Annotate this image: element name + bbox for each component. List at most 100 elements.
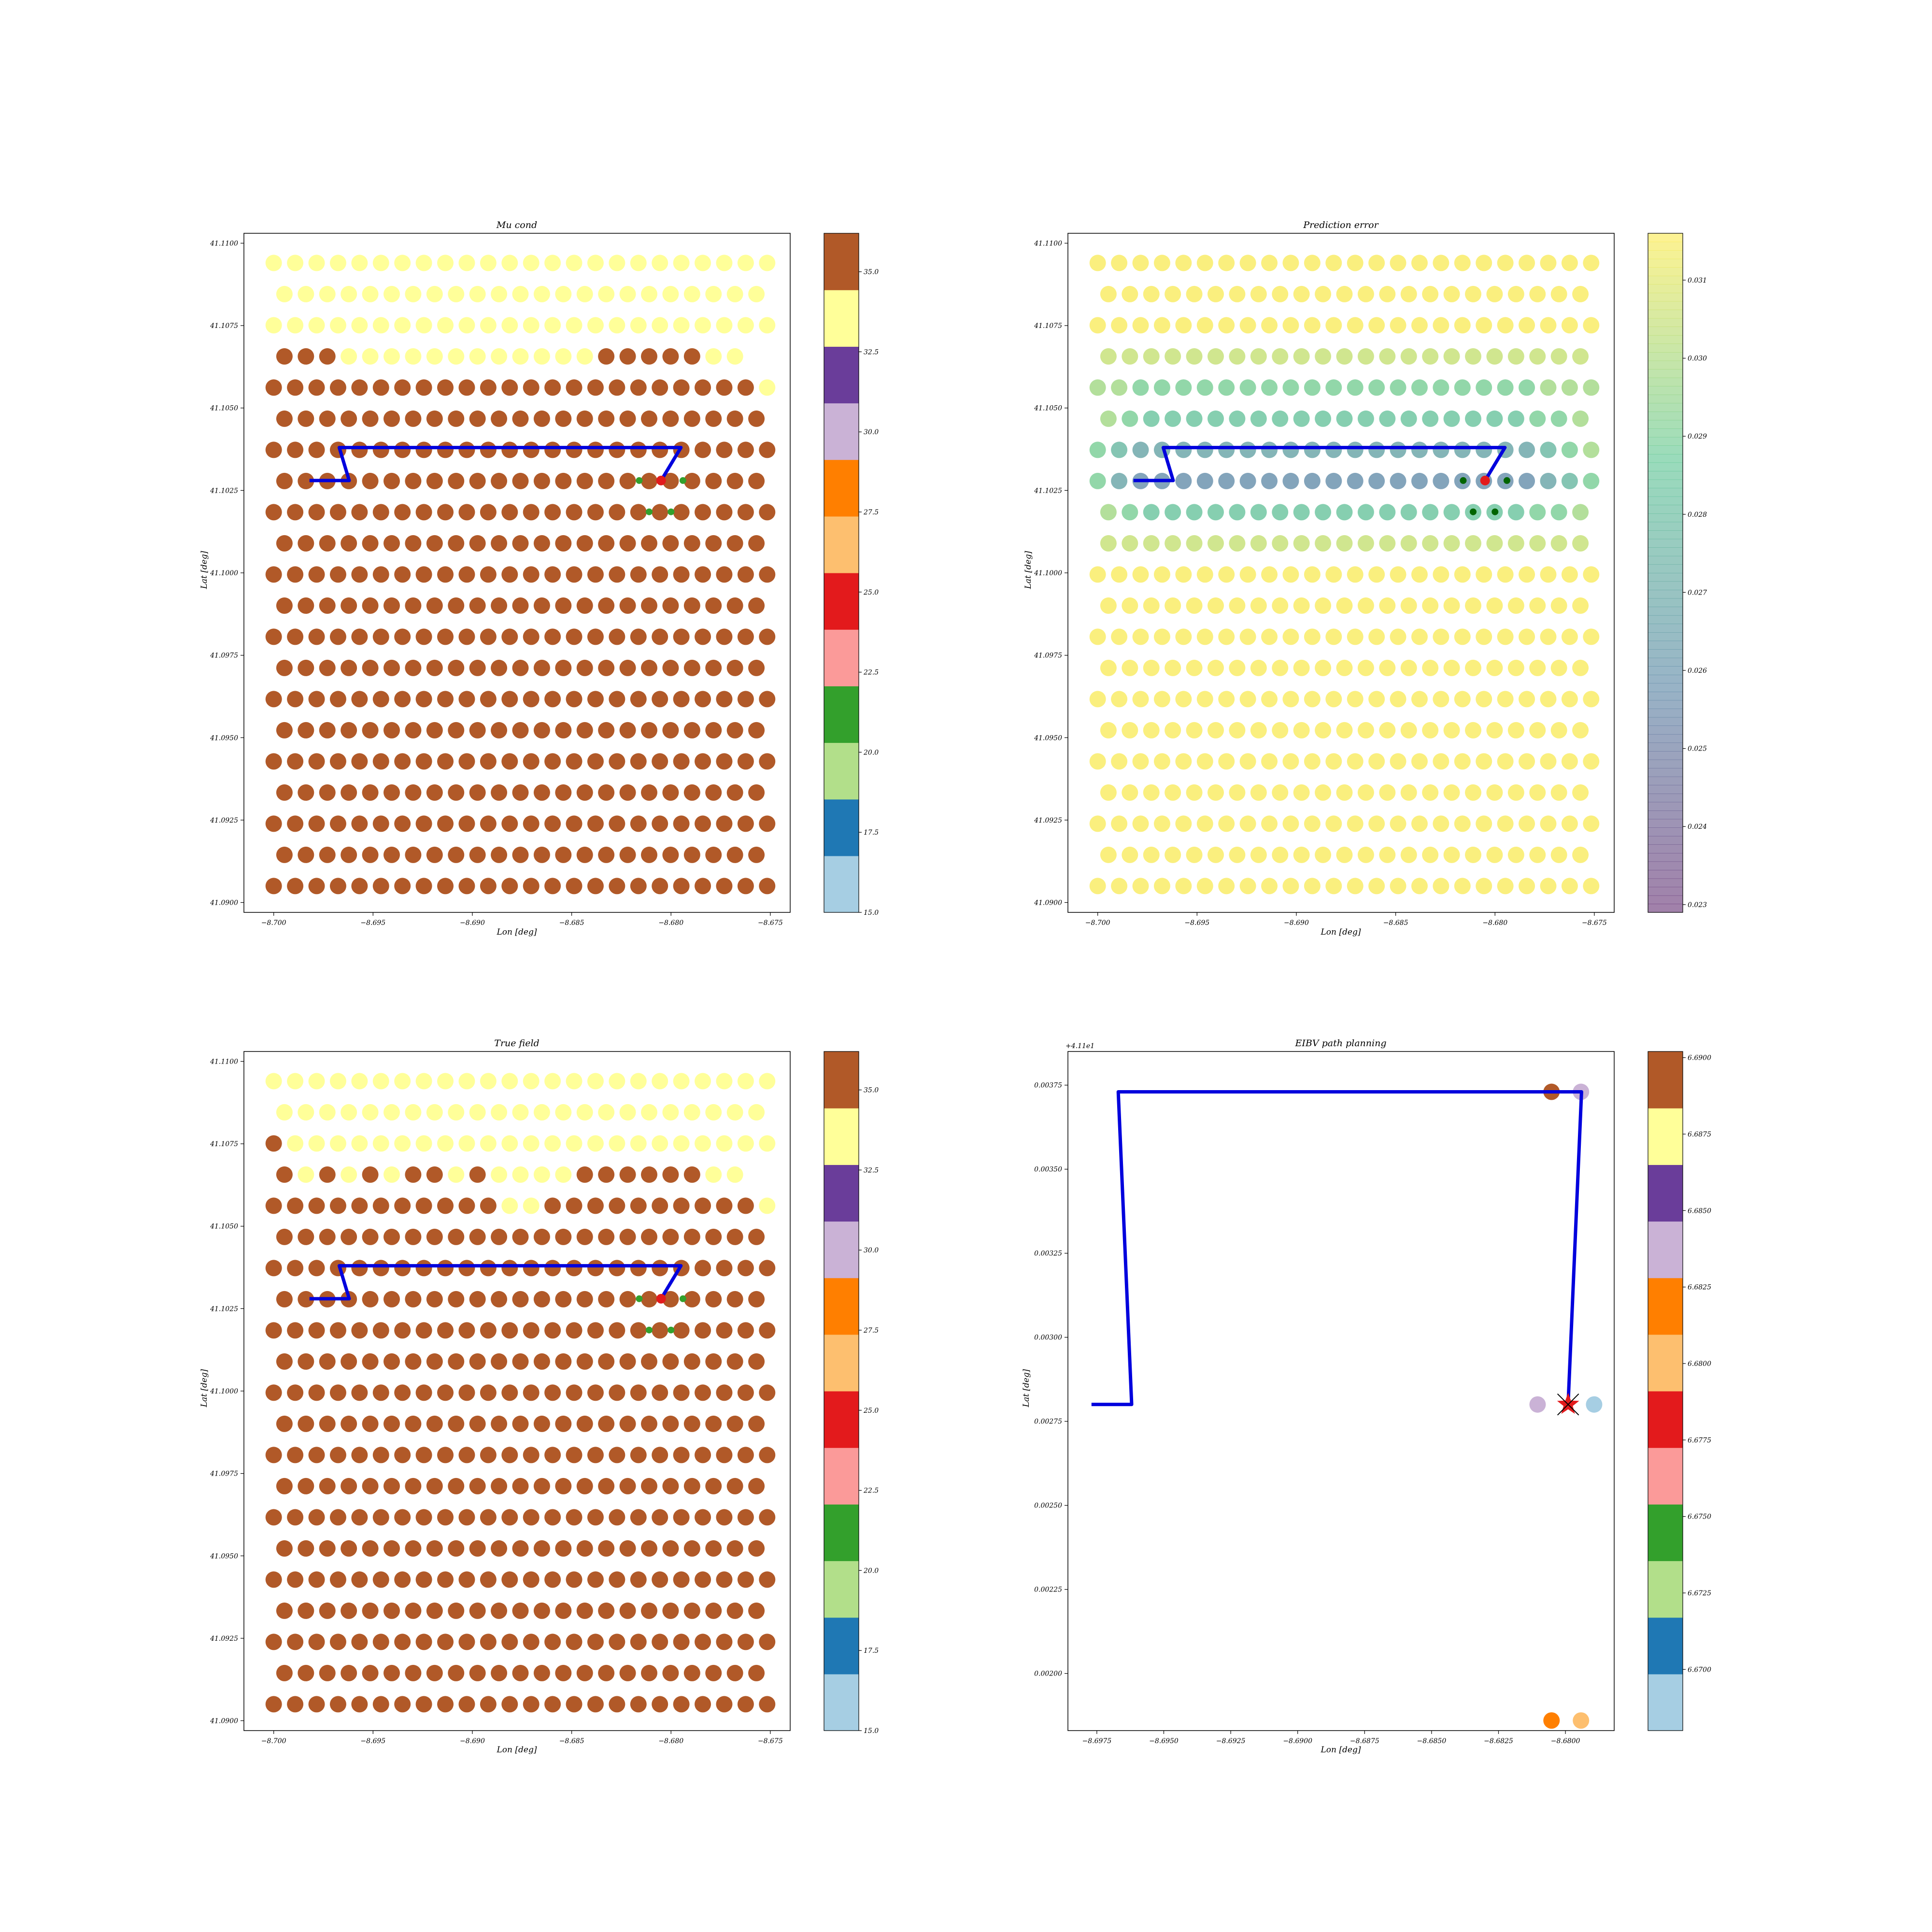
- field-point: [1143, 504, 1160, 521]
- field-point: [448, 1228, 465, 1245]
- field-point: [372, 1322, 389, 1339]
- field-point: [458, 566, 475, 583]
- colorbar-swatch: [1648, 513, 1683, 523]
- field-point: [759, 1322, 776, 1339]
- field-point: [705, 348, 722, 365]
- field-point: [598, 1104, 615, 1121]
- field-point: [1143, 410, 1160, 427]
- field-point: [1229, 597, 1246, 614]
- field-point: [630, 1634, 647, 1650]
- path-line: [309, 446, 683, 483]
- field-point: [737, 1197, 754, 1214]
- field-point: [587, 504, 604, 521]
- sample-marker: [645, 508, 653, 515]
- field-point: [544, 441, 561, 458]
- field-point: [1111, 317, 1128, 334]
- field-point: [319, 1228, 336, 1245]
- colorbar-swatch: [1648, 284, 1683, 293]
- field-point: [1325, 815, 1342, 832]
- colorbar-swatch: [824, 1108, 859, 1165]
- field-point: [1550, 722, 1567, 739]
- field-point: [1218, 815, 1235, 832]
- field-point: [609, 1260, 625, 1277]
- chart-title: EIBV path planning: [1294, 1038, 1386, 1049]
- field-point: [566, 1384, 582, 1401]
- field-point: [1196, 441, 1213, 458]
- sample-marker: [636, 1295, 643, 1302]
- colorbar-swatch: [824, 629, 859, 686]
- field-point: [1089, 472, 1106, 489]
- field-point: [576, 535, 593, 552]
- colorbar-swatch: [1648, 267, 1683, 276]
- field-point: [1561, 691, 1578, 708]
- colorbar-swatch: [1648, 488, 1683, 497]
- field-point: [1165, 846, 1181, 863]
- field-point: [480, 317, 497, 334]
- field-point: [1272, 784, 1289, 801]
- field-point: [695, 1634, 711, 1650]
- field-point: [329, 1634, 346, 1650]
- field-point: [1175, 255, 1192, 271]
- field-point: [759, 628, 776, 645]
- field-point: [673, 1634, 690, 1650]
- field-point: [501, 1696, 518, 1713]
- field-point: [383, 1228, 400, 1245]
- colorbar-swatch: [1648, 1051, 1683, 1108]
- field-point: [576, 285, 593, 302]
- candidate-point: [1529, 1396, 1546, 1413]
- field-point: [394, 1322, 411, 1339]
- field-point: [1507, 659, 1524, 676]
- field-point: [673, 691, 690, 708]
- x-axis-label: Lon [deg]: [1321, 927, 1361, 937]
- colorbar-swatch: [1648, 674, 1683, 684]
- field-point: [1122, 722, 1138, 739]
- field-point: [298, 1664, 314, 1681]
- field-point: [705, 1353, 722, 1370]
- x-tick-label: −8.690: [460, 919, 485, 927]
- field-point: [566, 317, 582, 334]
- field-point: [276, 1477, 293, 1494]
- field-point: [726, 659, 743, 676]
- colorbar-swatch: [1648, 428, 1683, 438]
- field-point: [287, 878, 304, 895]
- field-point: [458, 1135, 475, 1152]
- field-point: [426, 722, 443, 739]
- y-tick-label: 41.0950: [210, 734, 238, 742]
- colorbar-swatch: [1648, 607, 1683, 616]
- field-point: [351, 1571, 368, 1588]
- field-point: [716, 1322, 733, 1339]
- colorbar-swatch: [1648, 624, 1683, 633]
- field-point: [501, 1260, 518, 1277]
- sample-marker: [656, 1293, 666, 1304]
- field-point: [448, 1477, 465, 1494]
- colorbar-swatch: [1648, 335, 1683, 344]
- field-point: [726, 535, 743, 552]
- field-point: [609, 1509, 625, 1526]
- sample-marker: [679, 477, 686, 484]
- colorbar-tick-label: 0.025: [1688, 745, 1707, 753]
- field-point: [619, 1228, 636, 1245]
- field-point: [276, 722, 293, 739]
- field-point: [329, 1384, 346, 1401]
- field-point: [566, 441, 582, 458]
- field-point: [555, 472, 572, 489]
- field-point: [1464, 722, 1481, 739]
- field-point: [759, 691, 776, 708]
- field-point: [1390, 878, 1406, 895]
- field-point: [1411, 255, 1428, 271]
- field-point: [501, 1571, 518, 1588]
- field-point: [1550, 659, 1567, 676]
- field-point: [415, 753, 432, 770]
- field-point: [737, 441, 754, 458]
- colorbar: 0.0230.0240.0250.0260.0270.0280.0290.030…: [1648, 233, 1707, 913]
- field-point: [265, 1197, 282, 1214]
- colorbar-tick-label: 30.0: [864, 1247, 879, 1254]
- field-point: [1400, 846, 1417, 863]
- field-point: [298, 722, 314, 739]
- field-point: [319, 1477, 336, 1494]
- field-point: [716, 504, 733, 521]
- field-point: [1132, 691, 1149, 708]
- field-point: [437, 1571, 454, 1588]
- field-point: [748, 784, 765, 801]
- field-point: [1357, 597, 1374, 614]
